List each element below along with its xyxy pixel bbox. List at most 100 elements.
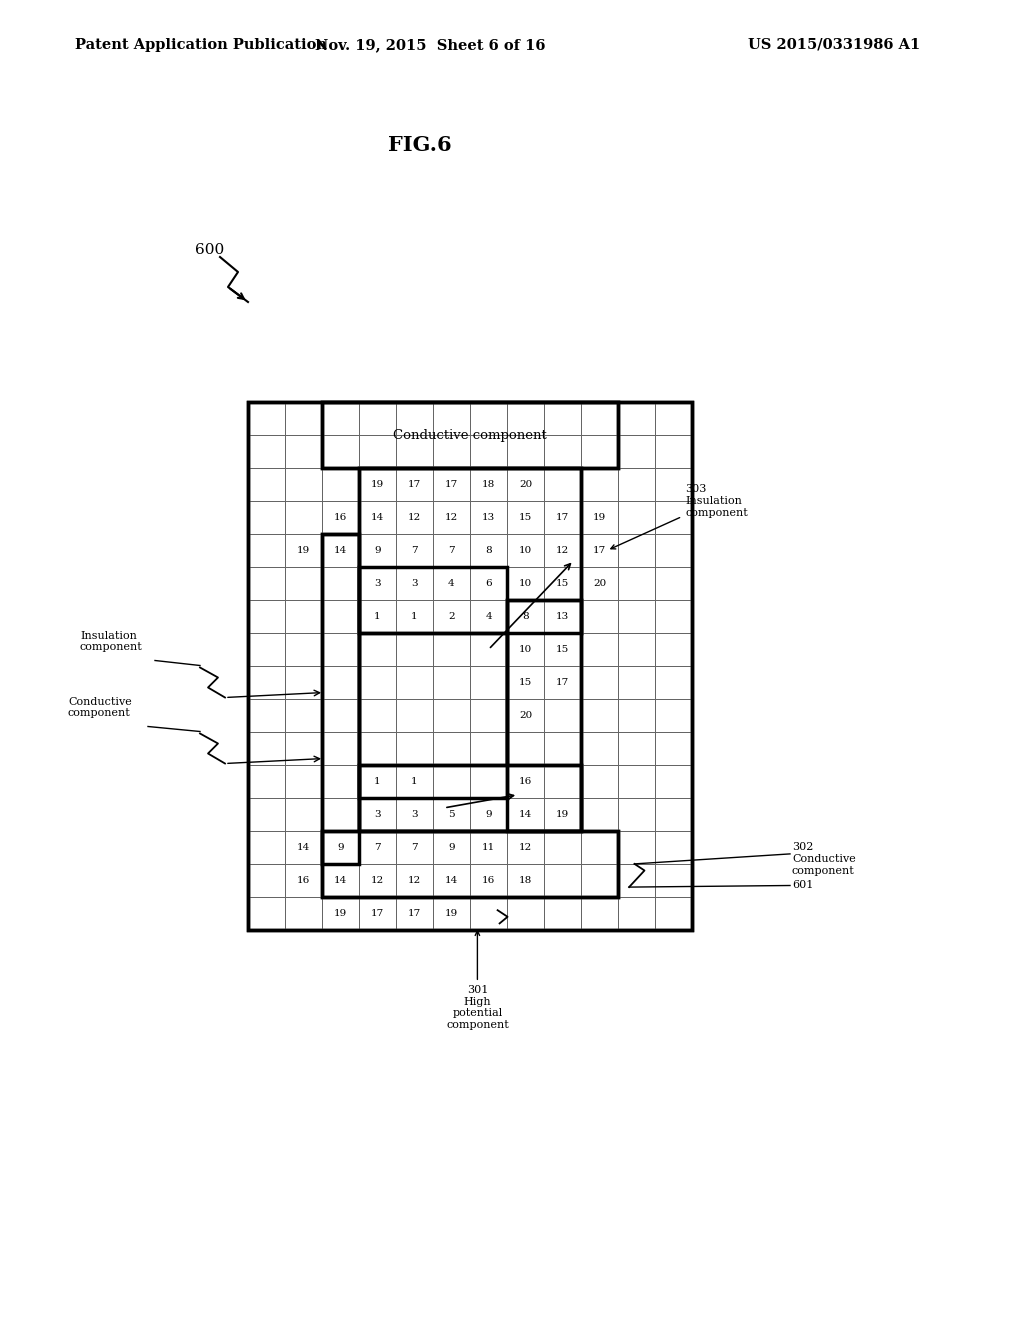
Bar: [581, 766, 618, 799]
Bar: [322, 403, 618, 469]
Bar: [544, 700, 581, 733]
Bar: [507, 601, 544, 634]
Bar: [322, 799, 359, 832]
Bar: [285, 601, 322, 634]
Text: 18: 18: [519, 876, 532, 884]
Bar: [655, 832, 692, 865]
Bar: [507, 403, 544, 436]
Bar: [248, 568, 285, 601]
Text: 17: 17: [593, 546, 606, 554]
Bar: [581, 898, 618, 931]
Text: 7: 7: [449, 546, 455, 554]
Text: 14: 14: [519, 810, 532, 818]
Text: 12: 12: [519, 843, 532, 851]
Bar: [507, 568, 544, 601]
Bar: [581, 403, 618, 436]
Bar: [322, 601, 359, 634]
Bar: [655, 436, 692, 469]
Bar: [396, 436, 433, 469]
Bar: [655, 436, 692, 469]
Bar: [285, 403, 322, 436]
Bar: [470, 535, 507, 568]
Text: 17: 17: [556, 678, 569, 686]
Bar: [581, 898, 618, 931]
Bar: [396, 403, 433, 436]
Bar: [544, 436, 581, 469]
Bar: [248, 502, 285, 535]
Bar: [396, 469, 433, 502]
Bar: [618, 832, 655, 865]
Bar: [507, 469, 544, 502]
Bar: [396, 733, 433, 766]
Bar: [618, 799, 655, 832]
Bar: [655, 403, 692, 436]
Bar: [507, 667, 544, 700]
Bar: [248, 799, 285, 832]
Text: 1: 1: [412, 777, 418, 785]
Bar: [248, 865, 285, 898]
Bar: [359, 733, 396, 766]
Text: 3: 3: [412, 579, 418, 587]
Text: 19: 19: [371, 480, 384, 488]
Bar: [470, 700, 507, 733]
Bar: [655, 502, 692, 535]
Bar: [433, 766, 470, 799]
Text: 13: 13: [556, 612, 569, 620]
Bar: [544, 667, 581, 700]
Bar: [359, 865, 396, 898]
Bar: [396, 634, 433, 667]
Bar: [544, 832, 581, 865]
Bar: [396, 865, 433, 898]
Bar: [322, 535, 359, 568]
Bar: [248, 403, 285, 436]
Bar: [544, 634, 581, 667]
Bar: [544, 601, 581, 634]
Bar: [507, 667, 544, 700]
Bar: [322, 766, 359, 799]
Bar: [248, 469, 285, 502]
Bar: [248, 832, 285, 865]
Text: 7: 7: [412, 843, 418, 851]
Bar: [248, 535, 285, 568]
Bar: [618, 733, 655, 766]
Bar: [507, 601, 544, 634]
Text: 18: 18: [482, 480, 496, 488]
Bar: [507, 832, 544, 865]
Bar: [285, 403, 322, 436]
Text: 6: 6: [485, 579, 492, 587]
Bar: [359, 469, 396, 502]
Text: 10: 10: [519, 645, 532, 653]
Bar: [618, 568, 655, 601]
Bar: [544, 502, 581, 535]
Bar: [581, 865, 618, 898]
Text: 15: 15: [519, 678, 532, 686]
Bar: [544, 601, 581, 634]
Bar: [507, 766, 544, 799]
Bar: [433, 601, 470, 634]
Text: 600: 600: [195, 243, 224, 257]
Bar: [581, 502, 618, 535]
Bar: [507, 568, 544, 601]
Bar: [396, 865, 433, 898]
Bar: [359, 766, 581, 832]
Bar: [470, 436, 507, 469]
Bar: [507, 865, 544, 898]
Text: 14: 14: [444, 876, 458, 884]
Bar: [359, 898, 396, 931]
Bar: [285, 469, 322, 502]
Bar: [618, 700, 655, 733]
Bar: [655, 601, 692, 634]
Bar: [359, 535, 396, 568]
Bar: [359, 568, 507, 799]
Bar: [433, 403, 470, 436]
Bar: [322, 733, 359, 766]
Bar: [655, 469, 692, 502]
Bar: [544, 568, 581, 601]
Bar: [618, 403, 655, 436]
Bar: [544, 865, 581, 898]
Bar: [507, 634, 544, 667]
Bar: [507, 601, 581, 832]
Text: 19: 19: [556, 810, 569, 818]
Bar: [433, 832, 470, 865]
Bar: [618, 865, 655, 898]
